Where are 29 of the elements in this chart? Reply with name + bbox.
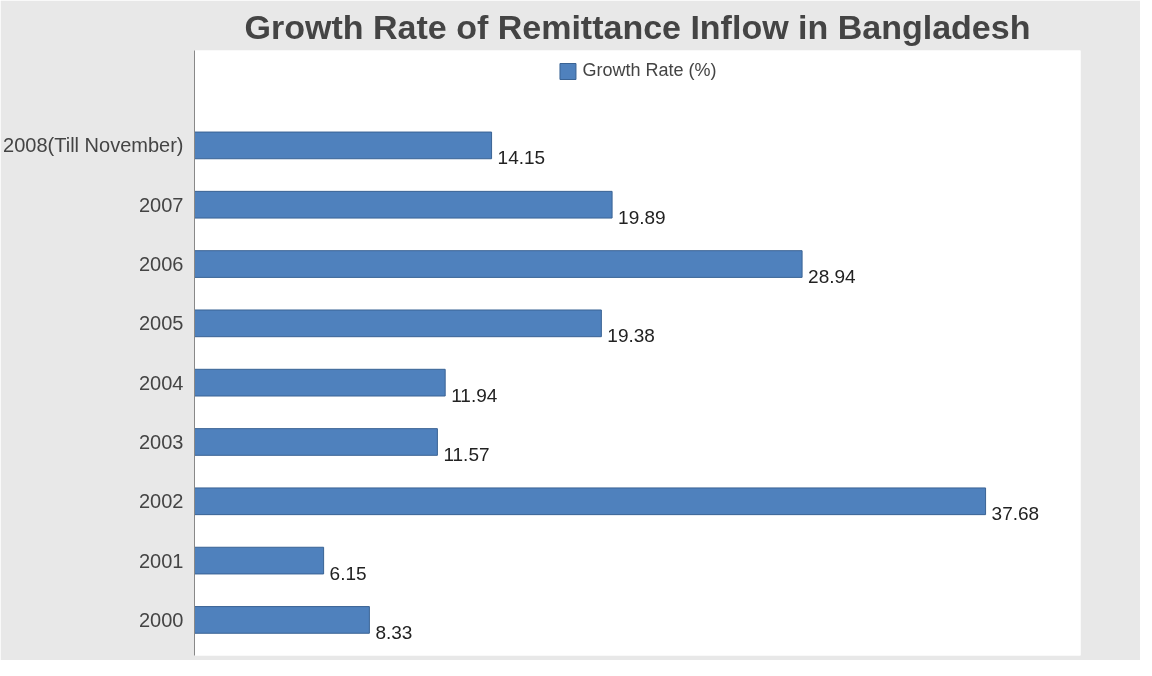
bar	[194, 309, 602, 338]
data-label: 8.33	[375, 621, 413, 643]
bar	[194, 487, 987, 516]
y-tick-label: 2005	[139, 312, 184, 335]
bar	[194, 428, 438, 456]
data-label: 11.57	[443, 443, 490, 465]
y-tick-label: 2004	[139, 371, 184, 394]
y-tick-label: 2002	[139, 490, 184, 513]
bar	[194, 250, 803, 278]
data-label: 14.15	[497, 147, 546, 169]
bar	[194, 131, 493, 160]
y-tick-label: 2001	[139, 549, 184, 572]
data-label: 19.38	[607, 325, 655, 347]
y-tick-label: 2003	[139, 430, 184, 453]
y-tick-label: 2007	[139, 193, 184, 216]
data-label: 37.68	[991, 503, 1040, 525]
y-tick-label: 2006	[139, 253, 184, 276]
data-label: 11.94	[451, 384, 498, 406]
bar	[194, 190, 613, 219]
y-tick-label: 2000	[139, 608, 184, 631]
data-label: 19.89	[618, 206, 666, 228]
bar	[194, 368, 446, 397]
legend-label: Growth Rate (%)	[582, 60, 717, 81]
bar	[194, 546, 325, 575]
data-label: 28.94	[808, 266, 857, 288]
chart-title: Growth Rate of Remittance Inflow in Bangladesh	[244, 7, 1031, 46]
y-tick-label: 2008(Till November)	[3, 134, 184, 157]
bar	[194, 606, 370, 634]
data-label: 6.15	[329, 562, 367, 584]
